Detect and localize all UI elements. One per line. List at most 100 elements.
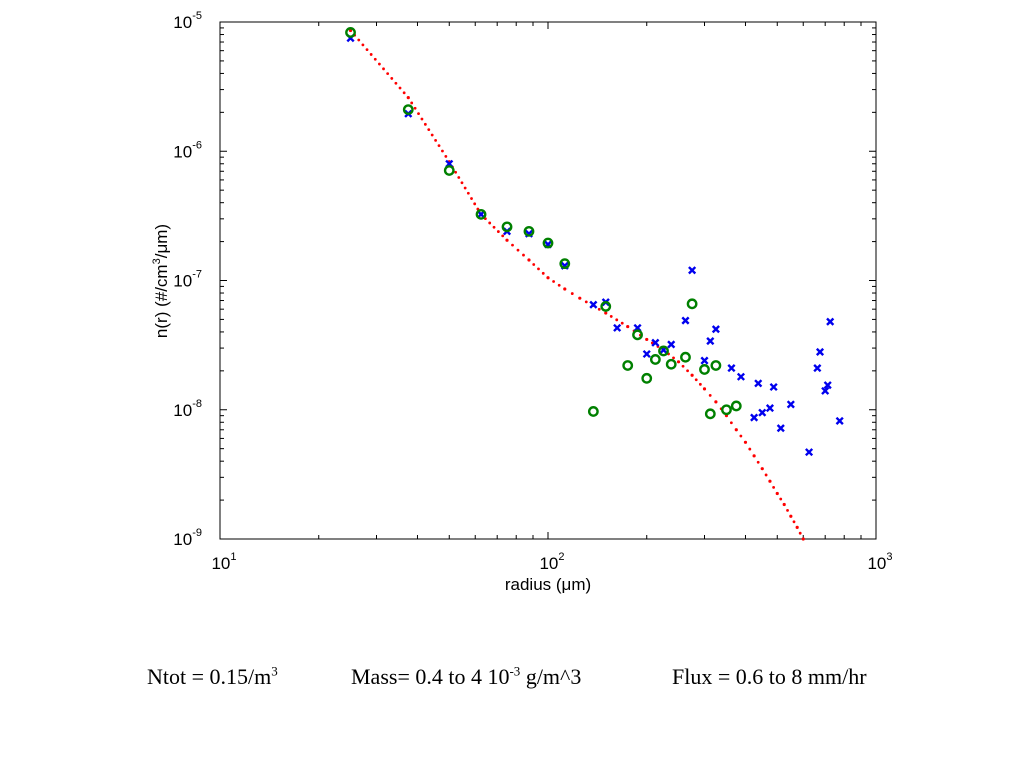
model-dot: [501, 234, 505, 238]
circle-marker: [730, 400, 742, 412]
y-tick-label: 10-5: [173, 10, 202, 32]
circle-marker: [475, 208, 487, 220]
model-dot: [756, 460, 760, 464]
model-dot: [386, 72, 390, 76]
model-point: [578, 296, 582, 300]
x-marker: [835, 416, 844, 425]
model-point: [801, 537, 805, 541]
model-dot: [492, 225, 496, 229]
x-marker: [776, 424, 785, 433]
model-dot: [488, 221, 492, 225]
model-dot: [496, 230, 500, 233]
model-point: [645, 337, 649, 342]
series-layer: [345, 27, 844, 541]
model-dot: [532, 263, 536, 266]
model-dot: [454, 170, 458, 174]
series-dotted-line: [348, 28, 805, 541]
x-marker: [786, 400, 795, 409]
model-dot: [698, 382, 702, 386]
x-tick-label: 103: [867, 551, 892, 573]
circle-marker: [501, 221, 513, 233]
model-dot: [511, 243, 514, 247]
x-marker: [711, 325, 720, 334]
model-dot: [764, 473, 768, 477]
model-dot: [369, 53, 373, 56]
circle-marker: [622, 360, 634, 371]
model-point: [743, 440, 748, 444]
model-dot: [457, 176, 461, 179]
y-tick-labels: 10-5 10-6 10-7 10-8 10-9: [173, 10, 202, 549]
model-dot: [444, 154, 448, 158]
model-dot: [620, 321, 624, 325]
x-marker: [750, 413, 759, 422]
y-tick-label: 10-9: [173, 527, 202, 549]
chart: 10-5 10-6 10-7 10-8 10-9 101 102 103 radius (μ…: [151, 10, 893, 594]
model-dot: [694, 378, 698, 382]
circle-marker: [658, 345, 669, 357]
model-point: [604, 311, 608, 315]
circle-marker: [632, 329, 643, 341]
circle-marker: [542, 237, 554, 249]
model-point: [676, 360, 681, 364]
model-point: [752, 454, 756, 458]
x-marker: [813, 364, 822, 373]
model-point: [782, 502, 786, 507]
model-dot: [537, 267, 540, 271]
model-dot: [584, 300, 588, 304]
y-tick-label: 10-6: [173, 139, 202, 161]
model-point: [789, 514, 793, 518]
model-point: [734, 428, 738, 432]
model-point: [563, 287, 567, 291]
model-point: [714, 400, 718, 404]
x-marker: [700, 356, 709, 365]
model-dot: [434, 138, 438, 142]
series-o: [345, 27, 742, 420]
x-tick-labels: 101 102 103: [211, 551, 892, 573]
circle-marker: [649, 354, 661, 365]
model-dot: [394, 81, 398, 85]
circle-marker: [665, 358, 677, 370]
circle-marker: [686, 298, 698, 310]
circle-marker: [523, 225, 535, 237]
model-dot: [779, 497, 783, 501]
x-marker: [758, 408, 767, 417]
x-marker: [642, 349, 651, 359]
circle-marker: [710, 360, 722, 371]
model-dot: [466, 191, 470, 195]
x-marker: [736, 372, 746, 381]
model-dot: [772, 485, 776, 489]
x-marker: [826, 317, 835, 326]
model-dot: [686, 369, 689, 373]
x-axis-title: radius (μm): [505, 575, 591, 594]
plot-area: [219, 21, 877, 540]
circle-marker: [587, 406, 599, 417]
model-point: [505, 238, 509, 242]
x-marker: [589, 300, 598, 309]
model-dot: [410, 101, 414, 105]
model-dot: [473, 202, 477, 206]
model-dot: [398, 86, 402, 90]
caption-flux: Flux = 0.6 to 8 mm/hr: [672, 664, 867, 689]
model-dot: [357, 38, 361, 42]
y-axis-title: n(r) (#/cm3/μm): [151, 224, 171, 338]
model-dot: [541, 271, 545, 275]
model-dot: [615, 318, 619, 322]
model-dot: [672, 356, 675, 360]
model-point: [768, 479, 772, 483]
x-marker: [754, 379, 763, 388]
model-point: [527, 258, 531, 262]
model-dot: [463, 186, 467, 190]
x-marker: [477, 210, 486, 219]
model-dot: [402, 91, 406, 95]
model-dot: [557, 283, 561, 287]
x-marker: [651, 338, 660, 347]
x-marker: [815, 347, 825, 357]
model-dot: [681, 364, 685, 368]
model-dot: [516, 248, 520, 252]
model-dot: [361, 43, 365, 47]
model-dot: [552, 280, 555, 283]
model-point: [406, 96, 410, 100]
circle-marker: [721, 404, 732, 416]
model-dot: [748, 447, 752, 451]
x-tick-label: 101: [211, 551, 236, 573]
